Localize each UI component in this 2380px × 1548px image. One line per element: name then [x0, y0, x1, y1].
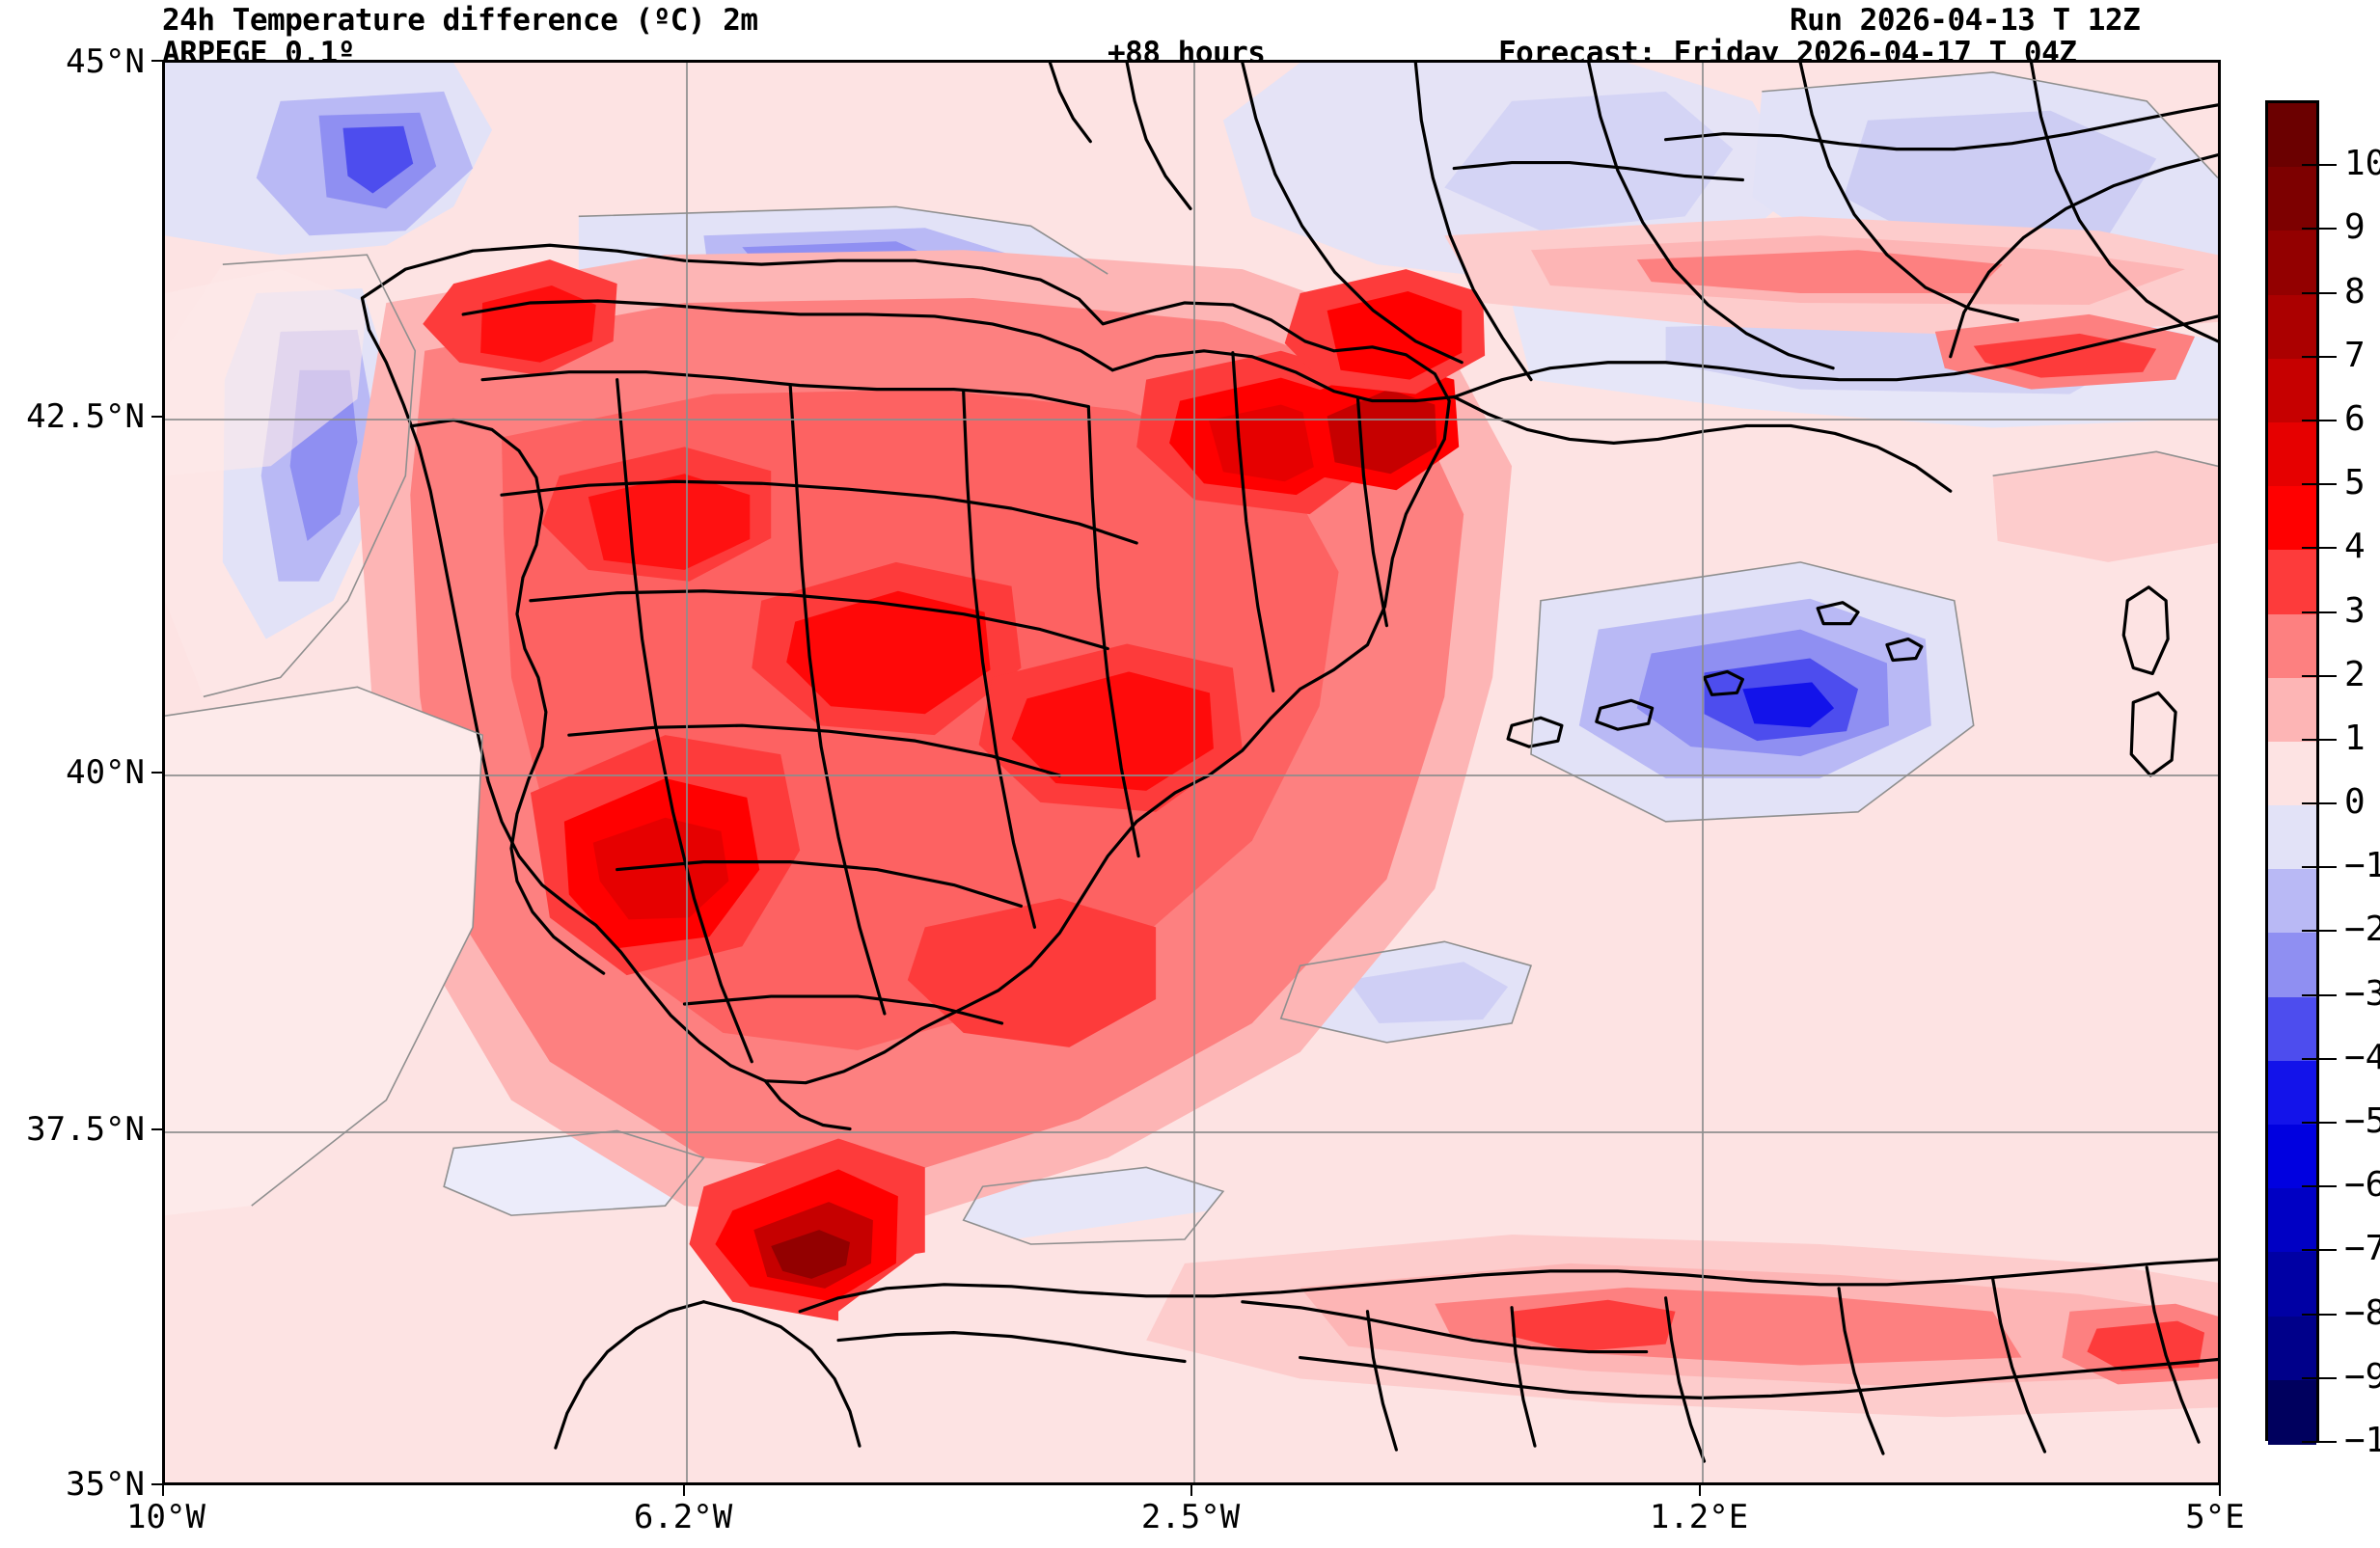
ytick-label-42.5: 42.5°N — [26, 397, 145, 436]
colorbar-label--1: −1 — [2344, 846, 2380, 886]
colorbar-label-0: 0 — [2344, 782, 2366, 823]
run-label: Run 2026-04-13 T 12Z — [1790, 3, 2141, 38]
colorbar-band--4 — [2268, 996, 2316, 1062]
colorbar-label-9: 9 — [2344, 207, 2366, 248]
colorbar-label--5: −5 — [2344, 1101, 2380, 1142]
colorbar-band-4 — [2268, 486, 2316, 551]
colorbar-label--7: −7 — [2344, 1229, 2380, 1269]
colorbar-label-10: 10 — [2344, 144, 2380, 184]
colorbar-band-10 — [2268, 103, 2316, 168]
ytick-label-37.5: 37.5°N — [26, 1110, 145, 1149]
colorbar-tick--5 — [2302, 1122, 2337, 1125]
colorbar-label--10: −10 — [2344, 1421, 2380, 1460]
colorbar-tick-10 — [2302, 164, 2337, 167]
colorbar-label-8: 8 — [2344, 271, 2366, 312]
colorbar-band-5 — [2268, 421, 2316, 487]
colorbar-band--9 — [2268, 1316, 2316, 1381]
colorbar-tick--8 — [2302, 1313, 2337, 1316]
colorbar-band-2 — [2268, 613, 2316, 679]
colorbar-band-6 — [2268, 358, 2316, 423]
ytick-37.5 — [151, 1128, 162, 1130]
colorbar-band-8 — [2268, 231, 2316, 296]
colorbar-label--6: −6 — [2344, 1165, 2380, 1206]
colorbar-band--6 — [2268, 1125, 2316, 1189]
ytick-label-45: 45°N — [66, 42, 145, 81]
ytick-label-35: 35°N — [66, 1465, 145, 1504]
colorbar-band-1 — [2268, 677, 2316, 743]
colorbar-tick-3 — [2302, 611, 2337, 613]
colorbar-label--3: −3 — [2344, 973, 2380, 1014]
colorbar-band--1 — [2268, 805, 2316, 870]
xtick-10W — [162, 1485, 164, 1496]
ytick-42.5 — [151, 416, 162, 418]
colorbar-label--8: −8 — [2344, 1292, 2380, 1333]
ytick-label-40: 40°N — [66, 753, 145, 792]
colorbar-tick-8 — [2302, 291, 2337, 294]
colorbar-tick-9 — [2302, 228, 2337, 231]
colorbar-tick--9 — [2302, 1376, 2337, 1379]
xtick-label-1.2E: 1.2°E — [1649, 1498, 1749, 1536]
colorbar-tick-6 — [2302, 419, 2337, 421]
xtick-label-6.2W: 6.2°W — [633, 1498, 733, 1536]
ytick-45 — [151, 60, 162, 62]
colorbar-tick-5 — [2302, 483, 2337, 486]
temperature-anomaly-field — [165, 63, 2218, 1482]
colorbar-label-2: 2 — [2344, 654, 2366, 694]
colorbar-tick--2 — [2302, 930, 2337, 933]
colorbar-label--9: −9 — [2344, 1356, 2380, 1397]
colorbar-band--7 — [2268, 1188, 2316, 1254]
xtick-1.2E — [1699, 1485, 1701, 1496]
colorbar-band--3 — [2268, 933, 2316, 998]
colorbar-tick--6 — [2302, 1185, 2337, 1188]
colorbar — [2265, 100, 2319, 1445]
colorbar-band--8 — [2268, 1252, 2316, 1317]
colorbar-band--5 — [2268, 1060, 2316, 1126]
ytick-40 — [151, 772, 162, 774]
colorbar-tick--3 — [2302, 993, 2337, 996]
colorbar-label-1: 1 — [2344, 718, 2366, 758]
colorbar-label-3: 3 — [2344, 590, 2366, 631]
xtick-label-5E: 5°E — [2185, 1498, 2245, 1536]
xtick-6.2W — [683, 1485, 685, 1496]
colorbar-tick-1 — [2302, 738, 2337, 741]
xtick-5E — [2219, 1485, 2221, 1496]
xtick-label-2.5W: 2.5°W — [1140, 1498, 1241, 1536]
colorbar-band-7 — [2268, 294, 2316, 360]
colorbar-tick--1 — [2302, 866, 2337, 869]
colorbar-tick-0 — [2302, 802, 2337, 805]
page-title: 24h Temperature difference (ºC) 2m — [162, 3, 758, 38]
colorbar-tick-7 — [2302, 355, 2337, 358]
xtick-2.5W — [1190, 1485, 1192, 1496]
colorbar-tick--4 — [2302, 1057, 2337, 1060]
colorbar-band--10 — [2268, 1379, 2316, 1445]
colorbar-tick--10 — [2302, 1441, 2337, 1443]
colorbar-band--2 — [2268, 869, 2316, 935]
colorbar-label-5: 5 — [2344, 463, 2366, 503]
colorbar-label--4: −4 — [2344, 1037, 2380, 1077]
map-plot-area — [162, 60, 2221, 1485]
chart-header: 24h Temperature difference (ºC) 2m ARPEG… — [0, 0, 2380, 68]
xtick-label-10W: 10°W — [126, 1498, 205, 1536]
colorbar-label-7: 7 — [2344, 335, 2366, 375]
ytick-35 — [151, 1483, 162, 1485]
colorbar-band-0 — [2268, 741, 2316, 806]
colorbar-tick--7 — [2302, 1249, 2337, 1252]
colorbar-band-9 — [2268, 167, 2316, 231]
anomaly-contours — [165, 63, 2218, 1482]
colorbar-tick-2 — [2302, 674, 2337, 677]
colorbar-label-4: 4 — [2344, 527, 2366, 567]
colorbar-band-3 — [2268, 550, 2316, 615]
colorbar-label-6: 6 — [2344, 398, 2366, 439]
colorbar-label--2: −2 — [2344, 910, 2380, 950]
colorbar-tick-4 — [2302, 547, 2337, 550]
